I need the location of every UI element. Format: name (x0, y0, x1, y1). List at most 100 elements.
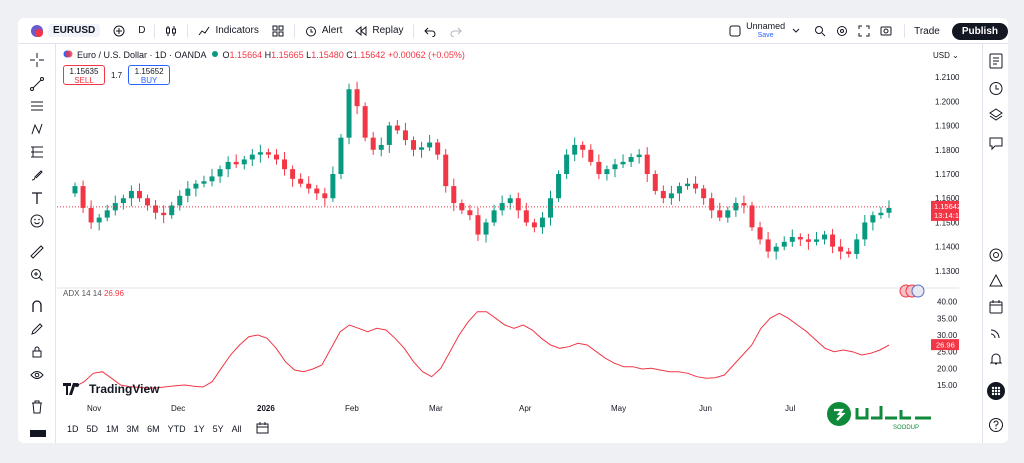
alert-button[interactable]: Alert (298, 18, 349, 44)
undo-button[interactable] (417, 18, 443, 44)
time-axis[interactable]: Nov Dec 2026 Feb Mar Apr May Jun Jul (87, 404, 795, 413)
time-tick-label: Dec (171, 404, 185, 413)
divider (154, 23, 156, 38)
candle (88, 200, 94, 229)
target-icon[interactable] (987, 246, 1005, 264)
range-6m[interactable]: 6M (147, 424, 160, 434)
chart-canvas[interactable]: 1.21000 1.20000 1.19000 1.18000 1.17000 1.160… (57, 45, 964, 415)
trade-button[interactable]: Trade (914, 25, 940, 37)
text-icon[interactable] (29, 190, 45, 206)
layers-icon[interactable] (987, 106, 1005, 124)
collapse-icon[interactable] (30, 424, 46, 440)
adx-tick-label: 40.00 (937, 298, 958, 307)
buy-button[interactable]: 1.15652 BUY (128, 65, 171, 85)
range-1d[interactable]: 1D (67, 424, 79, 434)
symbol-search[interactable]: EURUSD (18, 18, 106, 44)
time-tick-label: Jun (699, 404, 712, 413)
candle (813, 231, 819, 246)
watchlist-icon[interactable] (987, 52, 1005, 70)
fullscreen-icon[interactable] (857, 24, 871, 38)
tradingview-logo[interactable]: TradingView (63, 382, 159, 396)
zoom-in-icon[interactable] (29, 267, 45, 283)
chart-area[interactable]: 1.21000 1.20000 1.19000 1.18000 1.17000 1.160… (57, 45, 964, 415)
magnet-icon[interactable] (29, 298, 45, 314)
snapshot-icon[interactable] (879, 24, 893, 38)
apps-grid-icon[interactable] (987, 382, 1005, 400)
sell-button[interactable]: 1.15635 SELL (63, 65, 105, 85)
replay-label: Replay (372, 25, 404, 36)
legend-status-icon (211, 50, 219, 60)
candle (362, 102, 368, 142)
candle (161, 205, 167, 224)
candle (185, 181, 191, 203)
horizontal-lines-icon[interactable] (29, 98, 45, 114)
adx-tick-label: 15.00 (937, 381, 958, 390)
price-axis[interactable]: 1.21000 1.20000 1.19000 1.18000 1.17000 1.160… (931, 73, 964, 276)
currency-selector[interactable]: USD ⌄ (933, 51, 959, 60)
range-5y[interactable]: 5Y (212, 424, 224, 434)
emoji-icon[interactable] (29, 213, 45, 229)
pattern-icon[interactable] (29, 121, 45, 137)
indicators-button[interactable]: Indicators (191, 18, 264, 44)
spread-value: 1.7 (111, 70, 123, 80)
candle (386, 121, 392, 153)
crosshair-icon[interactable] (29, 52, 45, 68)
chart-type-button[interactable] (158, 18, 184, 44)
help-icon[interactable] (987, 416, 1005, 434)
series-legend: Euro / U.S. Dollar · 1D · OANDA O1.15664… (63, 49, 465, 61)
range-1y[interactable]: 1Y (193, 424, 205, 434)
candle (249, 149, 255, 167)
candle (225, 156, 231, 178)
pencil-lock-icon[interactable] (29, 321, 45, 337)
candle (346, 83, 352, 145)
range-ytd[interactable]: YTD (167, 424, 186, 434)
candle (467, 204, 473, 221)
trash-icon[interactable] (29, 399, 45, 415)
price-tick-label: 1.14000 (935, 243, 959, 252)
chat-icon[interactable] (987, 134, 1005, 152)
candle (870, 211, 876, 231)
watermark-logo: SOODUP (808, 390, 958, 438)
lock-icon[interactable] (29, 344, 45, 360)
range-all[interactable]: All (231, 424, 242, 434)
price-tick-label: 1.16000 (935, 194, 959, 203)
range-1m[interactable]: 1M (106, 424, 119, 434)
calendar-icon[interactable] (987, 298, 1005, 316)
candle (136, 183, 142, 202)
chevron-down-icon[interactable] (789, 24, 803, 38)
settings-icon[interactable] (835, 24, 849, 38)
adx-axis[interactable]: 40.00 35.00 30.00 25.00 20.00 15.00 26.96 (931, 298, 959, 390)
candle (652, 170, 658, 195)
divider (412, 23, 414, 38)
adx-tick-label: 25.00 (937, 348, 958, 357)
alerts-clock-icon[interactable] (987, 79, 1005, 97)
trend-line-icon[interactable] (29, 76, 45, 92)
quick-search-icon[interactable] (813, 24, 827, 38)
triangle-icon[interactable] (987, 272, 1005, 290)
eye-icon[interactable] (29, 367, 45, 383)
range-5d[interactable]: 5D (86, 424, 99, 434)
layout-name[interactable]: Unnamed Save (746, 22, 785, 40)
save-label: Save (757, 32, 774, 39)
broadcast-icon[interactable] (987, 324, 1005, 342)
fib-icon[interactable] (29, 144, 45, 160)
adx-value-tag: 26.96 (931, 339, 959, 351)
candle (805, 233, 811, 250)
replay-button[interactable]: Replay (348, 18, 409, 44)
brush-icon[interactable] (29, 167, 45, 183)
candle (282, 151, 288, 176)
goto-date-icon[interactable] (256, 422, 270, 436)
layouts-button[interactable] (265, 18, 291, 44)
events-flag[interactable] (899, 284, 925, 298)
redo-button[interactable] (443, 18, 469, 44)
range-3m[interactable]: 3M (126, 424, 140, 434)
candle (676, 182, 682, 202)
ruler-icon[interactable] (29, 244, 45, 260)
bell-icon[interactable] (987, 350, 1005, 368)
add-symbol-button[interactable] (106, 18, 132, 44)
publish-button[interactable]: Publish (951, 22, 1008, 40)
candle (265, 148, 271, 159)
interval-button[interactable]: D (132, 18, 151, 44)
candle (145, 194, 151, 211)
legend-ohlc: O1.15664 H1.15665 L1.15480 C1.15642 +0.0… (222, 50, 465, 60)
